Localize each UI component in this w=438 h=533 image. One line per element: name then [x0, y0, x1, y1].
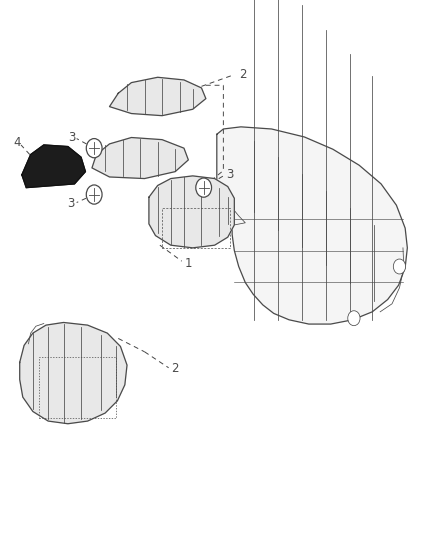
Text: 2: 2 — [171, 362, 179, 375]
Polygon shape — [110, 77, 206, 116]
Circle shape — [86, 185, 102, 204]
Polygon shape — [20, 322, 127, 424]
Circle shape — [196, 178, 212, 197]
Circle shape — [348, 311, 360, 326]
Text: 5: 5 — [151, 209, 158, 222]
Circle shape — [393, 259, 406, 274]
Polygon shape — [217, 127, 407, 324]
Polygon shape — [22, 145, 85, 188]
Text: 2: 2 — [239, 68, 247, 81]
Text: 1: 1 — [184, 257, 192, 270]
Text: 4: 4 — [13, 136, 21, 149]
Polygon shape — [149, 176, 234, 248]
Text: 3: 3 — [67, 197, 74, 210]
Polygon shape — [92, 138, 188, 179]
Text: 3: 3 — [68, 131, 75, 144]
Circle shape — [86, 139, 102, 158]
Text: 3: 3 — [226, 168, 233, 181]
